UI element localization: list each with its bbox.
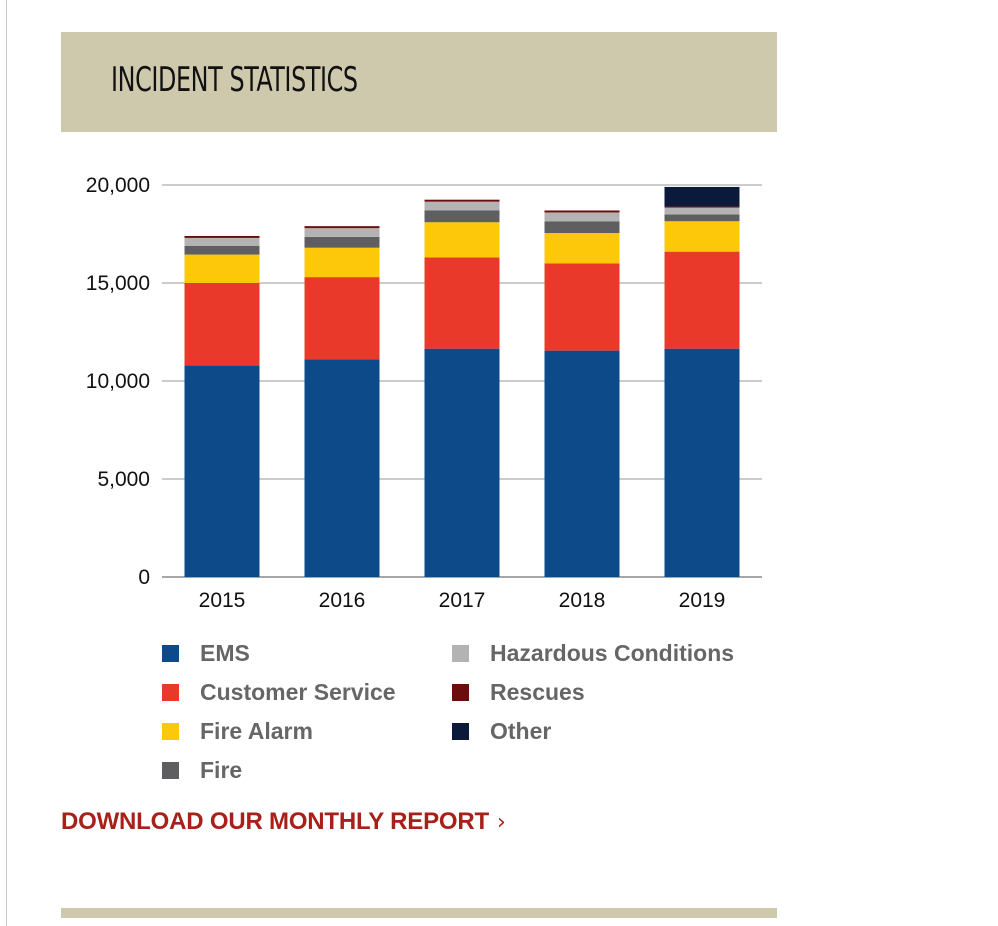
bar-segment-ems [664,348,740,577]
bar-segment-other [664,186,740,207]
bar-segment-customer-service [544,263,620,351]
legend-label: Fire Alarm [200,718,313,744]
x-tick-label: 2015 [199,589,246,612]
bar-segment-ems [184,365,260,577]
chart-legend: EMS Customer Service Fire Alarm Fire Hazardo… [162,640,782,790]
bar-segment-fire [184,245,260,255]
bar-segment-fire [664,214,740,222]
incident-statistics-chart: 0 5,000 10,000 15,000 20,000 2015 2016 2017 2018… [86,174,762,612]
page-left-border [6,0,7,926]
bar-segment-hazardous-conditions [424,201,500,211]
bar-segment-customer-service [424,257,500,349]
legend-label: EMS [200,640,250,666]
legend-item: Customer Service [162,679,396,706]
bar-segment-fire-alarm [184,254,260,283]
x-tick-label: 2018 [559,589,606,612]
legend-swatch [452,723,469,740]
legend-swatch [162,684,179,701]
legend-item: Fire [162,757,242,784]
y-tick-label: 0 [138,566,150,589]
widget-header: INCIDENT STATISTICS [61,32,777,132]
bar-segment-fire-alarm [664,221,740,252]
legend-item: Other [452,718,551,745]
legend-label: Hazardous Conditions [490,640,735,666]
widget-footer-bar [61,908,777,918]
legend-label: Customer Service [200,679,396,705]
legend-swatch [162,762,179,779]
legend-item: Fire Alarm [162,718,313,745]
widget-title: INCIDENT STATISTICS [111,60,358,100]
bar-segment-hazardous-conditions [544,212,620,222]
download-monthly-report-link[interactable]: DOWNLOAD OUR MONTHLY REPORT › [61,808,506,836]
legend-swatch [452,645,469,662]
legend-item: Rescues [452,679,585,706]
y-tick-label: 15,000 [86,272,150,295]
bar-segment-customer-service [184,283,260,366]
bar-segment-customer-service [304,277,380,360]
bar-segment-ems [424,348,500,577]
legend-label: Other [490,718,552,744]
legend-swatch [162,723,179,740]
bar-segment-fire-alarm [424,222,500,258]
bar-segment-rescues [664,206,740,208]
legend-swatch [162,645,179,662]
x-tick-label: 2016 [319,589,366,612]
bar-segment-fire [304,236,380,248]
y-tick-label: 5,000 [97,468,150,491]
chevron-right-icon: › [496,809,506,835]
bar-segment-ems [304,359,380,577]
y-tick-label: 20,000 [86,174,150,197]
bar-segment-ems [544,350,620,577]
bar-segment-fire-alarm [304,247,380,278]
bar-segment-rescues [424,199,500,202]
bar-segment-rescues [184,235,260,238]
bar-segment-rescues [544,210,620,213]
legend-item: EMS [162,640,250,667]
bar-segment-hazardous-conditions [184,237,260,246]
legend-label: Rescues [490,679,585,705]
legend-label: Fire [200,757,243,783]
bar-segment-hazardous-conditions [304,228,380,237]
x-tick-label: 2017 [439,589,486,612]
x-tick-label: 2019 [679,589,726,612]
bar-segment-fire [424,210,500,223]
bar-segment-fire [544,221,620,234]
download-monthly-report-label: DOWNLOAD OUR MONTHLY REPORT [61,808,489,835]
bar-segment-fire-alarm [544,233,620,264]
bar-segment-hazardous-conditions [664,207,740,215]
bar-segment-customer-service [664,251,740,349]
legend-swatch [452,684,469,701]
y-tick-label: 10,000 [86,370,150,393]
bar-segment-rescues [304,226,380,229]
legend-item: Hazardous Conditions [452,640,734,667]
